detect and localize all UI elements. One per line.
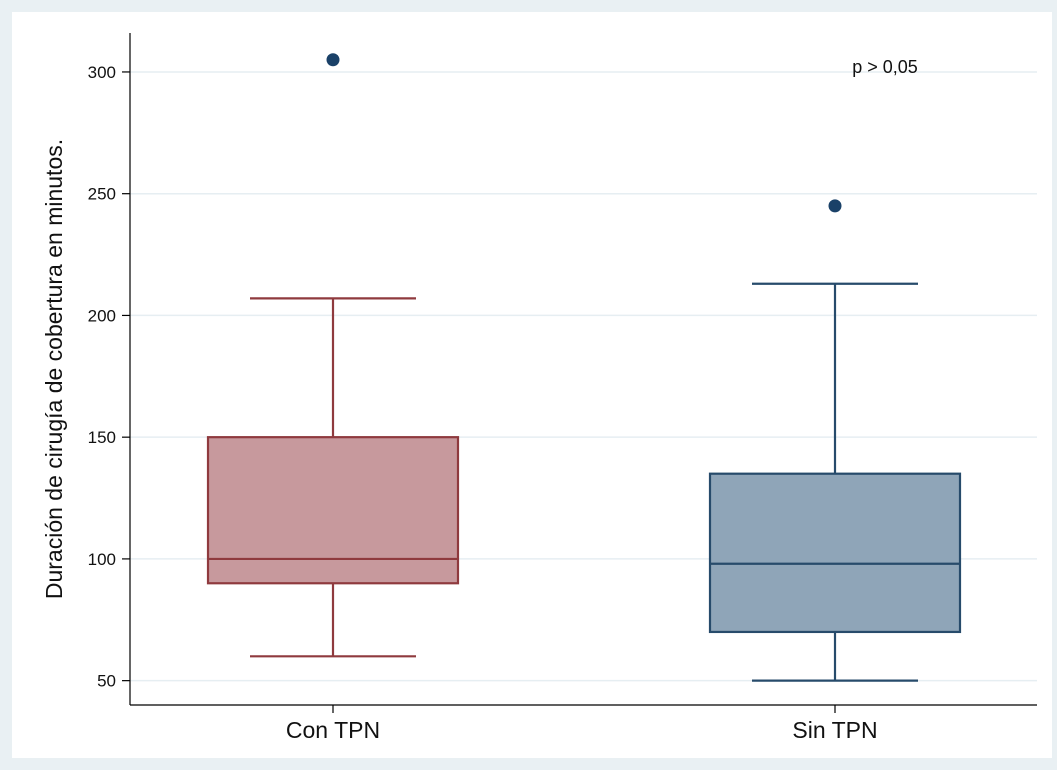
plot-area bbox=[12, 12, 1052, 758]
y-tick-label: 150 bbox=[88, 428, 116, 447]
y-tick-label: 50 bbox=[97, 672, 116, 691]
y-axis-title: Duración de cirugía de cobertura en minu… bbox=[41, 139, 67, 599]
iqr-box bbox=[708, 472, 962, 634]
outlier-point bbox=[326, 53, 340, 67]
outlier-point bbox=[828, 199, 842, 213]
y-tick-label: 200 bbox=[88, 306, 116, 325]
x-category-label: Con TPN bbox=[286, 717, 380, 743]
y-tick-label: 250 bbox=[88, 185, 116, 204]
boxes bbox=[206, 53, 962, 682]
x-category-labels: Con TPN Sin TPN bbox=[286, 705, 878, 743]
y-tick-label: 100 bbox=[88, 550, 116, 569]
y-ticks: 50 100 150 200 250 300 bbox=[88, 63, 130, 691]
y-tick-label: 300 bbox=[88, 63, 116, 82]
iqr-box bbox=[206, 436, 460, 585]
box-group-2 bbox=[708, 199, 962, 682]
x-category-label: Sin TPN bbox=[792, 717, 877, 743]
p-value-annotation: p > 0,05 bbox=[852, 57, 918, 77]
box-group-1 bbox=[206, 53, 460, 658]
